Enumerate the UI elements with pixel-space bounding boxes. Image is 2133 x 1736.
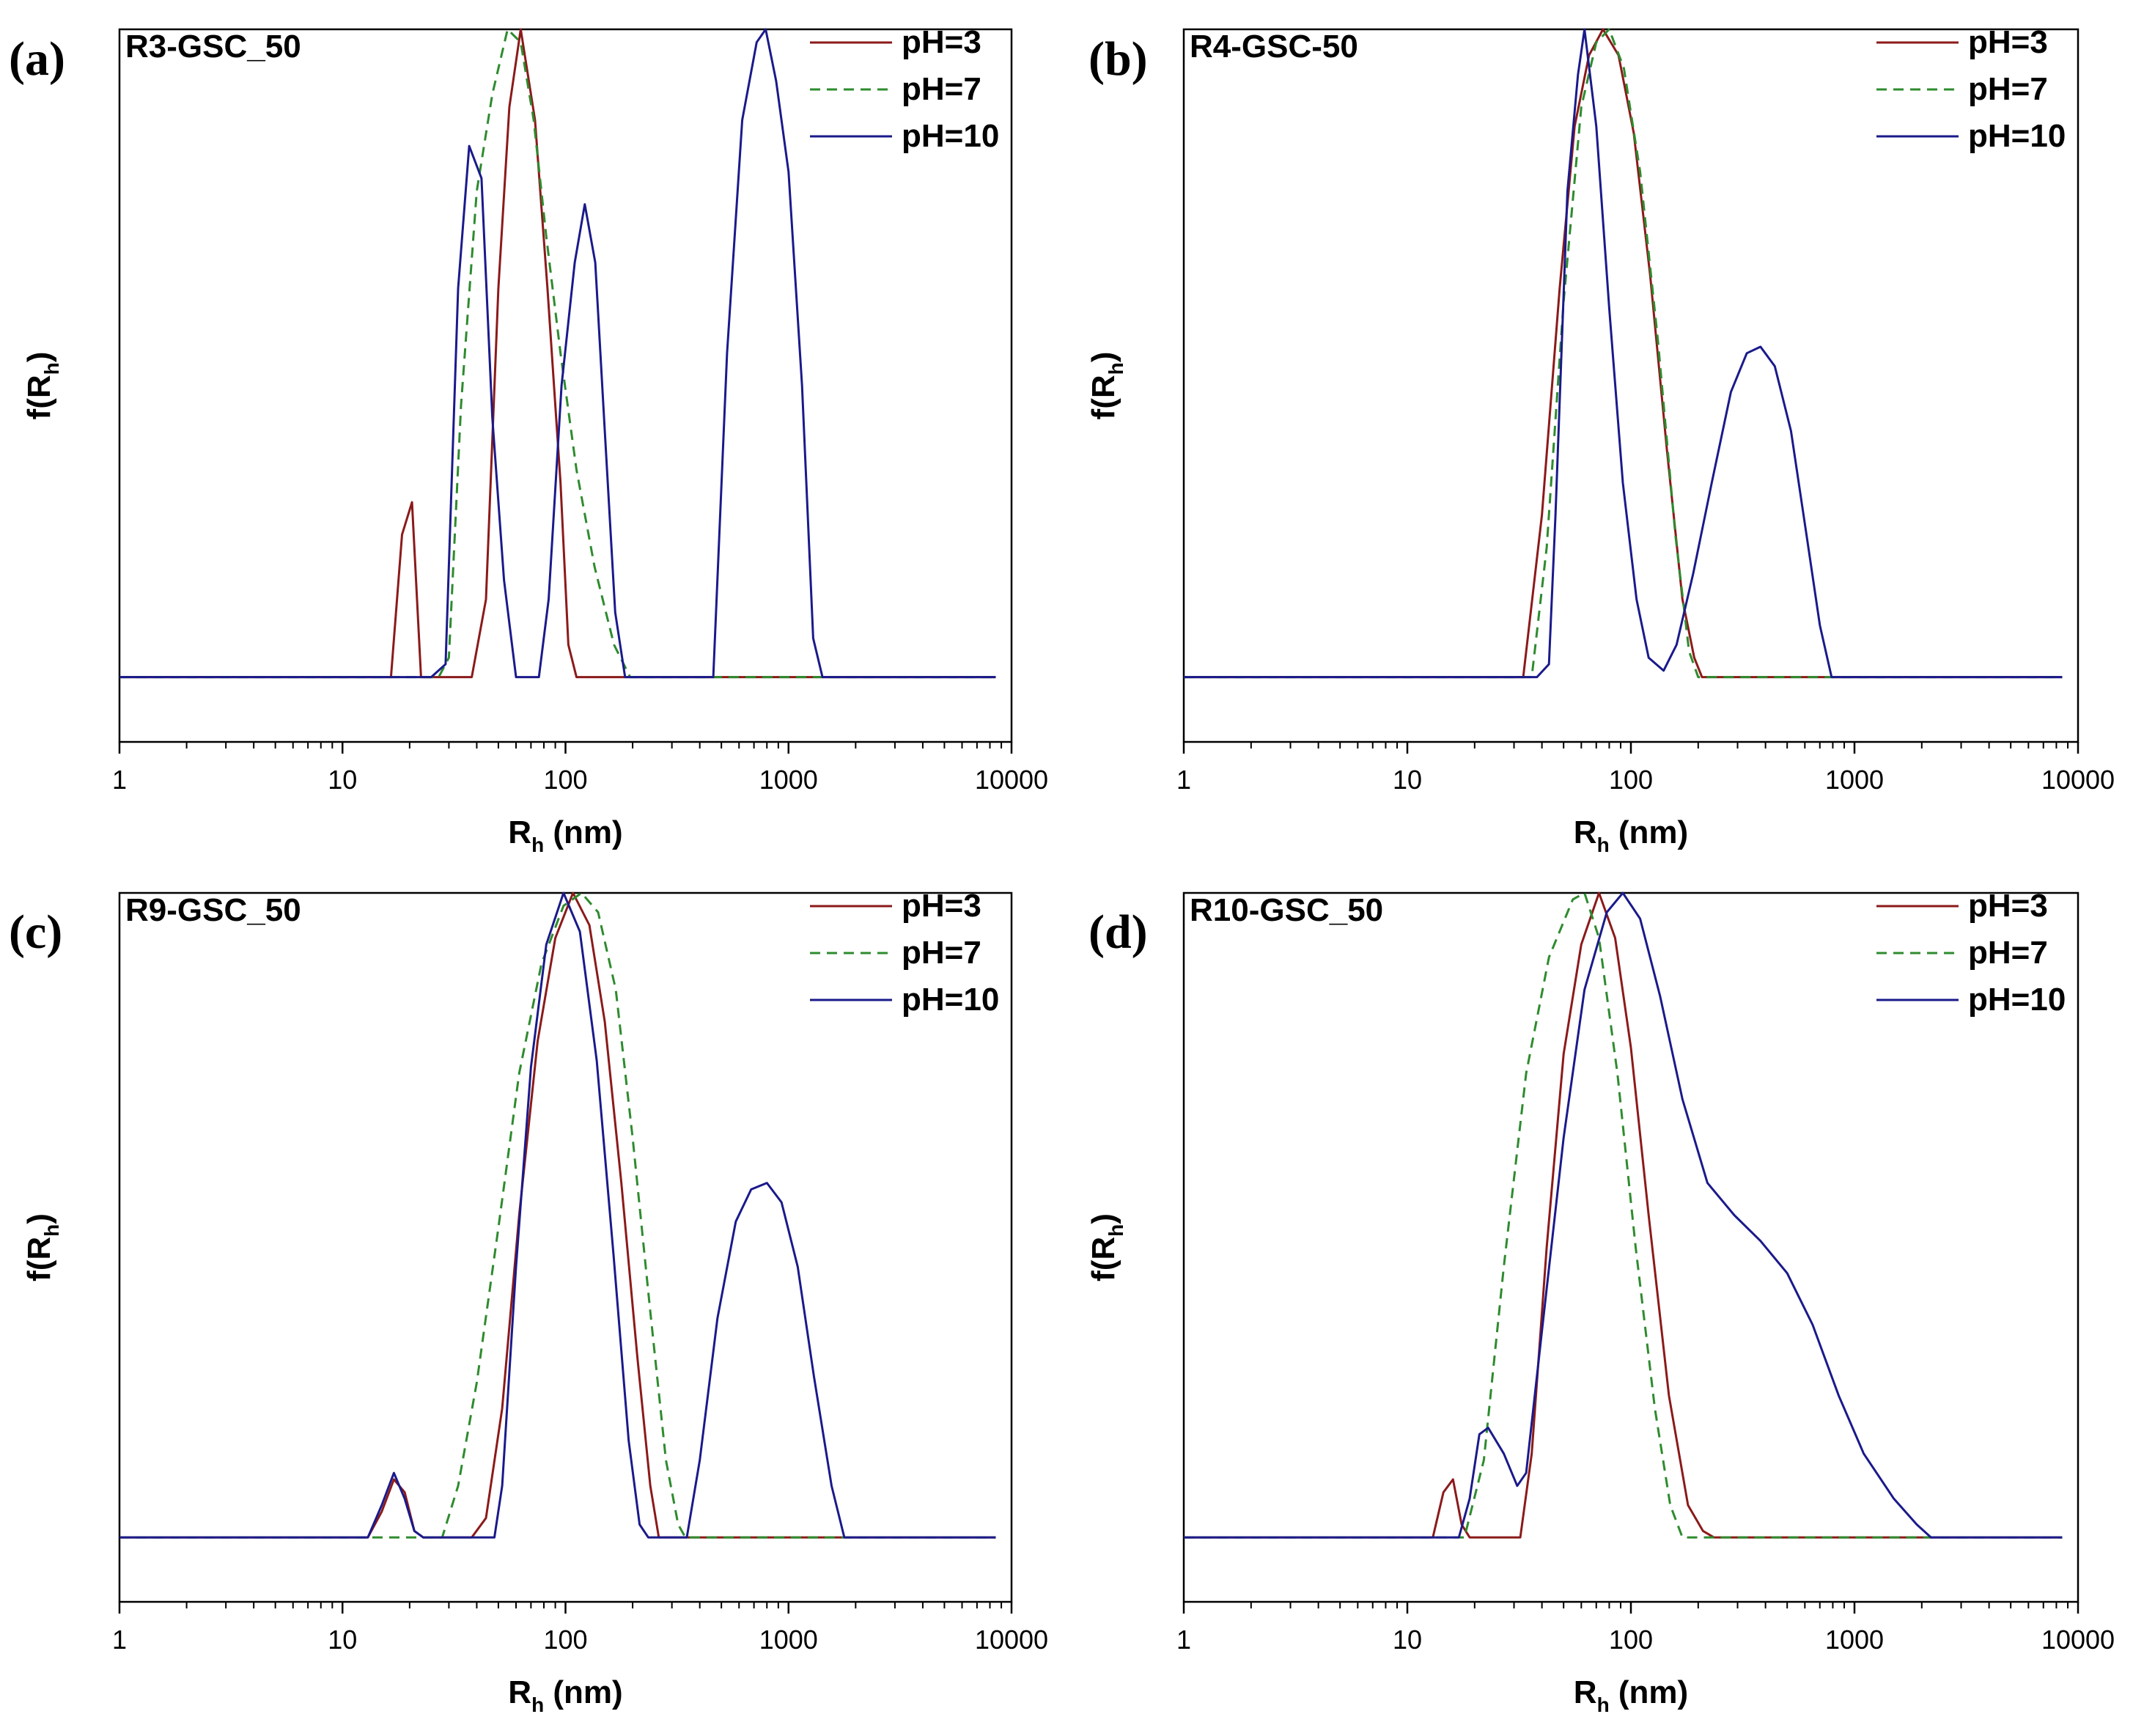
y-axis-label: f(Rh) — [1086, 352, 1127, 420]
x-tick-label: 1 — [1176, 1625, 1191, 1655]
legend-label: pH=3 — [1968, 24, 2048, 60]
x-tick-label: 1 — [112, 1625, 127, 1655]
x-axis-label-unit: (nm) — [544, 814, 623, 850]
series-line-ph-3 — [119, 891, 996, 1539]
x-tick-label: 10000 — [975, 1625, 1048, 1655]
series-line-ph-10 — [1184, 891, 2063, 1539]
x-tick-label: 10 — [328, 1625, 357, 1655]
y-axis-label-sub: h — [40, 362, 63, 375]
x-axis-label-unit: (nm) — [1610, 814, 1689, 850]
panel-title: R3-GSC_50 — [125, 29, 301, 65]
x-axis-label: Rh (nm) — [508, 1674, 622, 1716]
series-line-ph-3 — [1184, 891, 2063, 1539]
x-axis-label: Rh (nm) — [508, 814, 622, 856]
x-tick-label: 10000 — [2041, 765, 2115, 795]
y-axis-label-main: f(R — [1086, 375, 1121, 419]
x-tick-label: 1000 — [1825, 765, 1884, 795]
y-axis-label-close: ) — [21, 1213, 57, 1224]
series-line-ph-3 — [1184, 28, 2063, 679]
x-tick-label: 100 — [1609, 765, 1653, 795]
y-axis-label-close: ) — [21, 352, 57, 363]
legend-label: pH=7 — [902, 935, 981, 971]
x-axis-label-main: R — [1574, 1674, 1597, 1710]
panel-title: R9-GSC_50 — [125, 892, 301, 928]
x-axis-label-sub: h — [531, 1693, 544, 1716]
legend-label: pH=3 — [902, 24, 981, 60]
y-axis-label-close: ) — [1086, 352, 1121, 363]
x-tick-label: 10 — [328, 765, 357, 795]
x-axis-label-main: R — [508, 814, 531, 850]
panel-label: (b) — [1088, 32, 1148, 86]
x-tick-label: 1000 — [759, 1625, 818, 1655]
y-axis-label: f(Rh) — [21, 352, 63, 420]
series-line-ph-3 — [119, 28, 996, 679]
x-tick-label: 1000 — [759, 765, 818, 795]
x-tick-label: 10000 — [2041, 1625, 2115, 1655]
y-axis-label-sub: h — [1105, 1224, 1127, 1237]
x-tick-label: 10 — [1393, 1625, 1422, 1655]
x-tick-label: 1000 — [1825, 1625, 1884, 1655]
series-line-ph-7 — [1184, 891, 2063, 1539]
x-tick-label: 100 — [543, 765, 587, 795]
panel-label: (a) — [9, 32, 65, 86]
series-line-ph-10 — [119, 891, 996, 1539]
x-tick-label: 10000 — [975, 765, 1048, 795]
legend-label: pH=10 — [902, 982, 999, 1018]
legend-label: pH=3 — [1968, 888, 2048, 924]
series-line-ph-7 — [119, 891, 996, 1539]
series-line-ph-10 — [119, 28, 996, 679]
x-tick-label: 10 — [1393, 765, 1422, 795]
x-tick-label: 1 — [1176, 765, 1191, 795]
x-axis-label-sub: h — [1597, 834, 1610, 856]
legend-label: pH=10 — [902, 118, 999, 154]
y-axis-label-main: f(R — [21, 1237, 57, 1281]
x-axis-label-main: R — [508, 1674, 531, 1710]
x-axis-label-unit: (nm) — [1610, 1674, 1689, 1710]
x-axis-label-unit: (nm) — [544, 1674, 623, 1710]
panel-label: (c) — [9, 905, 62, 959]
y-axis-label-main: f(R — [1086, 1237, 1121, 1281]
x-axis-label: Rh (nm) — [1574, 1674, 1688, 1716]
x-tick-label: 100 — [543, 1625, 587, 1655]
x-axis-label-sub: h — [1597, 1693, 1610, 1716]
series-line-ph-10 — [1184, 28, 2063, 679]
x-axis-label-main: R — [1574, 814, 1597, 850]
y-axis-label: f(Rh) — [1086, 1213, 1127, 1281]
legend-label: pH=3 — [902, 888, 981, 924]
y-axis-label-close: ) — [1086, 1213, 1121, 1224]
legend-label: pH=7 — [1968, 935, 2048, 971]
panel-title: R4-GSC-50 — [1190, 29, 1358, 65]
y-axis-label-sub: h — [40, 1224, 63, 1237]
legend-label: pH=10 — [1968, 118, 2066, 154]
x-tick-label: 100 — [1609, 1625, 1653, 1655]
legend-label: pH=10 — [1968, 982, 2066, 1018]
panel-title: R10-GSC_50 — [1190, 892, 1383, 928]
series-line-ph-7 — [119, 28, 996, 679]
y-axis-label: f(Rh) — [21, 1213, 63, 1281]
y-axis-label-main: f(R — [21, 375, 57, 419]
x-axis-label: Rh (nm) — [1574, 814, 1688, 856]
legend-label: pH=7 — [902, 71, 981, 107]
x-axis-label-sub: h — [531, 834, 544, 856]
legend-label: pH=7 — [1968, 71, 2048, 107]
panel-label: (d) — [1088, 905, 1148, 959]
y-axis-label-sub: h — [1105, 362, 1127, 375]
x-tick-label: 1 — [112, 765, 127, 795]
series-line-ph-7 — [1184, 28, 2063, 679]
